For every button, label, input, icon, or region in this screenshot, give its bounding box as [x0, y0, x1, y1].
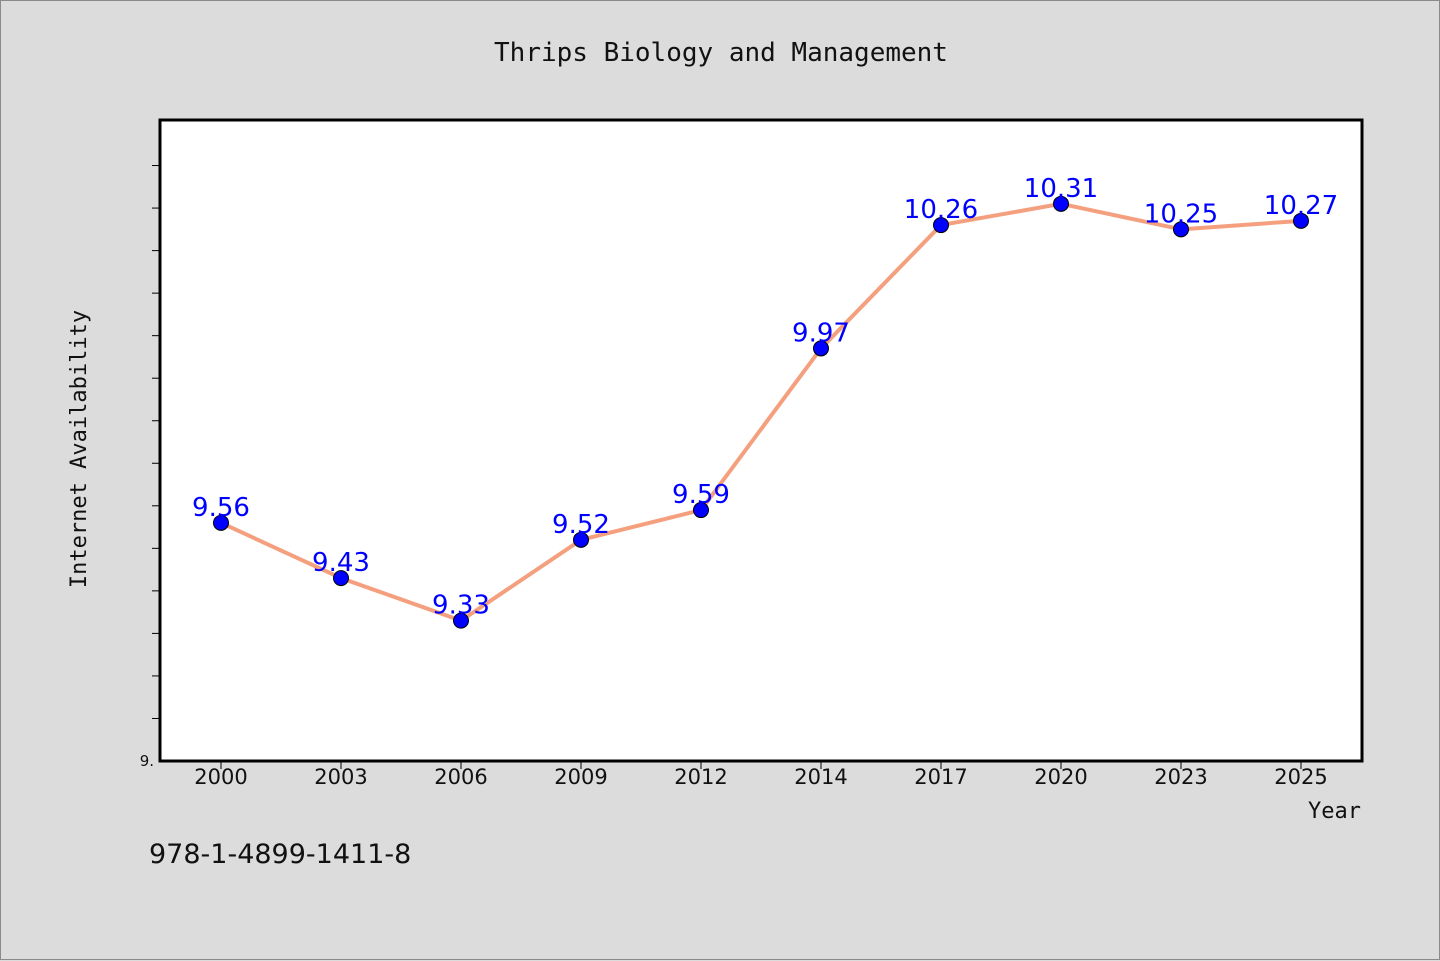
data-label: 9.59 [672, 480, 730, 510]
x-tick-label: 2020 [1034, 765, 1087, 789]
data-point [213, 514, 229, 531]
data-point [693, 502, 709, 519]
data-label: 9.33 [432, 591, 490, 621]
data-point [1173, 221, 1189, 238]
x-tick-label: 2025 [1274, 765, 1327, 789]
x-tick-label: 2003 [314, 765, 367, 789]
y-tick-label: 9. [140, 752, 154, 770]
data-label: 9.97 [792, 318, 850, 348]
data-point [1293, 212, 1309, 229]
x-tick-label: 2023 [1154, 765, 1207, 789]
series-line [220, 201, 1302, 623]
data-point [453, 612, 469, 629]
data-label: 10.25 [1144, 199, 1218, 229]
data-point [333, 570, 349, 587]
x-tick-label: 2000 [194, 765, 247, 789]
data-label: 9.43 [312, 548, 370, 578]
data-point [1053, 195, 1069, 212]
data-point [933, 217, 949, 234]
x-axis-label: Year [1308, 799, 1361, 824]
x-tick-label: 2006 [434, 765, 487, 789]
data-label: 10.27 [1264, 191, 1338, 221]
data-label: 9.52 [552, 510, 610, 540]
chart-title: Thrips Biology and Management [494, 38, 948, 68]
y-axis-label: Internet Availability [67, 310, 92, 588]
data-label: 9.56 [192, 493, 250, 523]
data-point [573, 531, 589, 548]
x-tick-label: 2009 [554, 765, 607, 789]
series-group: 9.56 9.43 9.33 9.52 9.59 9.97 10.26 10.31 10.25 1… [192, 174, 1338, 629]
x-tick-label: 2014 [794, 765, 847, 789]
data-label: 10.26 [904, 195, 978, 225]
x-axis-ticks: 2000 2003 2006 2009 2012 2014 2017 2020 2023 2025 [194, 761, 1328, 789]
y-axis-ticks: 9. [140, 165, 160, 770]
x-tick-label: 2012 [674, 765, 727, 789]
data-point [813, 340, 829, 357]
x-tick-label: 2017 [914, 765, 967, 789]
data-label: 10.31 [1024, 174, 1098, 204]
footer-isbn: 978-1-4899-1411-8 [149, 839, 411, 870]
